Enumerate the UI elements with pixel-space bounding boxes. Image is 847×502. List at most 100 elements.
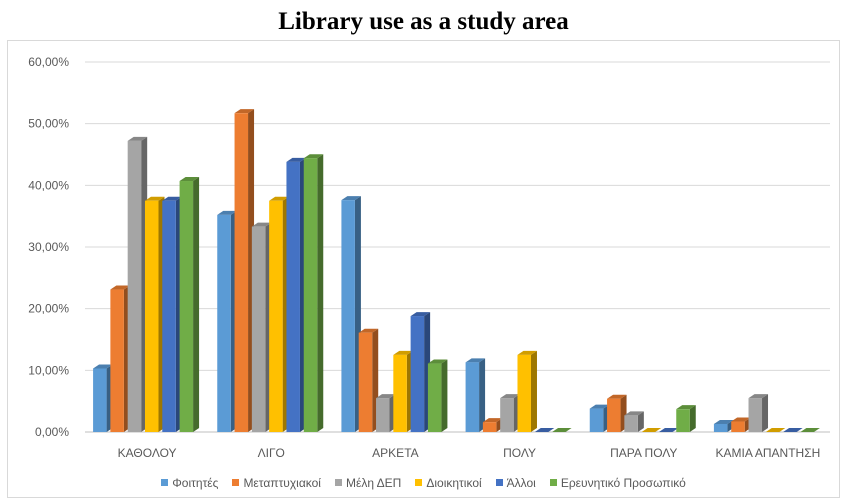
bar-top: [465, 358, 486, 363]
chart-frame: [7, 40, 840, 498]
legend-label: Μεταπτυχιακοί: [243, 476, 321, 490]
bar-top: [731, 417, 751, 422]
bar: [517, 354, 531, 432]
y-tick-label: 0,00%: [35, 425, 69, 439]
bar-side: [530, 350, 537, 432]
bar-side: [479, 358, 486, 432]
x-tick-label: ΚΑΘΟΛΟΥ: [118, 446, 177, 460]
bar-top: [217, 210, 237, 215]
x-tick-label: ΛΙΓΟ: [258, 446, 285, 460]
bar: [607, 398, 621, 432]
bar: [427, 363, 442, 432]
bar-top: [179, 177, 200, 182]
legend-item: Μέλη ΔΕΠ: [334, 476, 402, 490]
bar: [731, 421, 745, 432]
bar-top: [783, 428, 803, 432]
legend-swatch: [415, 479, 423, 487]
bar: [341, 200, 355, 432]
bar-top: [482, 418, 503, 423]
bar-top: [286, 157, 306, 162]
bar-top: [127, 136, 148, 141]
legend-label: Άλλοι: [506, 476, 536, 490]
bar: [162, 200, 176, 432]
bar-top: [624, 411, 644, 416]
bar-top: [110, 285, 130, 290]
bar-top: [93, 364, 113, 369]
bar: [93, 368, 107, 432]
bar-side: [193, 177, 200, 432]
bar-top: [552, 428, 572, 432]
bar: [358, 332, 373, 432]
bar-top: [393, 350, 413, 355]
chart-title: Library use as a study area: [278, 8, 569, 35]
bar-side: [441, 359, 448, 432]
legend-swatch: [549, 479, 557, 487]
bar: [217, 214, 231, 432]
bar-top: [251, 222, 272, 227]
bar: [465, 362, 480, 432]
x-tick-label: ΚΑΜΙΑ ΑΠΑΝΤΗΣΗ: [716, 446, 821, 460]
legend-item: Μεταπτυχιακοί: [232, 476, 321, 490]
bar: [251, 226, 266, 432]
bar: [286, 161, 300, 432]
bar-top: [589, 404, 610, 409]
bar-top: [500, 394, 520, 399]
legend-swatch: [334, 479, 342, 487]
bar: [410, 316, 425, 432]
bar: [393, 354, 407, 432]
legend-item: Διοικητικοί: [415, 476, 482, 490]
bar: [127, 140, 142, 432]
bar-top: [658, 428, 679, 432]
bar: [110, 289, 124, 432]
legend-swatch: [161, 479, 169, 487]
bar-top: [748, 394, 769, 399]
bar: [676, 409, 690, 432]
bar: [234, 113, 249, 432]
bar-top: [517, 350, 537, 355]
x-tick-label: ΠΑΡΑ ΠΟΛΥ: [610, 446, 677, 460]
bar-top: [376, 394, 396, 399]
bar: [482, 422, 497, 432]
bar-top: [144, 196, 165, 201]
bar: [748, 398, 763, 432]
x-tick-label: ΠΟΛΥ: [503, 446, 536, 460]
y-tick-label: 50,00%: [28, 117, 69, 131]
bar: [589, 408, 604, 432]
bar-top: [800, 428, 820, 432]
legend-item: Ερευνητικό Προσωπικό: [549, 476, 686, 490]
bar-top: [234, 109, 255, 114]
chart-legend: Φοιτητές Μεταπτυχιακοί Μέλη ΔΕΠ Διοικητικοί…: [0, 476, 847, 490]
bar-top: [641, 428, 662, 432]
bar: [144, 200, 159, 432]
legend-label: Ερευνητικό Προσωπικό: [560, 476, 686, 490]
bar-side: [762, 394, 769, 432]
bar-top: [427, 359, 448, 364]
bar-top: [713, 419, 734, 424]
legend-item: Φοιτητές: [161, 476, 218, 490]
bar: [179, 181, 194, 432]
x-tick-label: ΑΡΚΕΤΑ: [372, 446, 418, 460]
bar: [500, 398, 514, 432]
legend-swatch: [232, 479, 240, 487]
bar-top: [765, 428, 786, 432]
bar-side: [637, 411, 644, 432]
legend-item: Άλλοι: [495, 476, 536, 490]
y-tick-label: 30,00%: [28, 240, 69, 254]
bar-side: [689, 405, 696, 432]
y-tick-label: 10,00%: [28, 363, 69, 377]
bar-top: [162, 196, 182, 201]
bar-top: [358, 328, 379, 333]
y-tick-label: 40,00%: [28, 178, 69, 192]
bar: [624, 415, 638, 432]
legend-label: Διοικητικοί: [426, 476, 482, 490]
bar-top: [410, 312, 431, 317]
y-tick-label: 60,00%: [28, 55, 69, 69]
y-tick-label: 20,00%: [28, 302, 69, 316]
bar: [713, 423, 728, 432]
bar-side: [317, 154, 324, 432]
bar-top: [269, 196, 289, 201]
legend-label: Μέλη ΔΕΠ: [345, 476, 402, 490]
bar-top: [303, 154, 324, 159]
legend-label: Φοιτητές: [172, 476, 219, 490]
